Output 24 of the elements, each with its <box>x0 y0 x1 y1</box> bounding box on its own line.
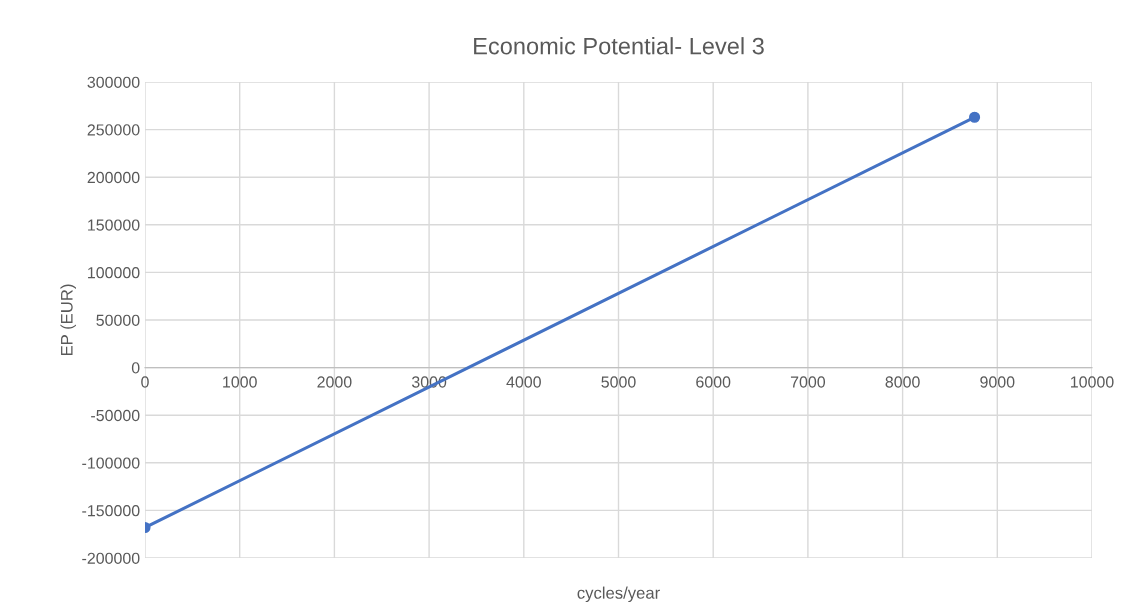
y-tick-label: -200000 <box>82 552 140 564</box>
y-tick-label: 200000 <box>87 171 140 184</box>
x-tick-label: 10000 <box>1071 376 1114 388</box>
x-tick-label: 6000 <box>696 376 731 388</box>
y-tick-label: 50000 <box>96 314 140 326</box>
chart-title: Economic Potential- Level 3 <box>474 37 764 55</box>
y-tick-label: 100000 <box>88 267 140 279</box>
y-tick-label: -50000 <box>91 409 140 422</box>
x-tick-label: 0 <box>141 376 149 388</box>
x-axis-title: cycles/year <box>577 586 660 603</box>
x-tick-label: 9000 <box>980 376 1015 388</box>
x-tick-label: 1000 <box>223 376 257 388</box>
x-tick-label: 5000 <box>601 376 636 388</box>
y-axis-title: EP (EUR) <box>60 284 76 356</box>
y-tick-label: -100000 <box>82 457 140 469</box>
y-tick-label: 0 <box>131 362 140 374</box>
x-tick-label: 2000 <box>317 376 352 388</box>
y-tick-label: 250000 <box>87 124 140 136</box>
x-tick-label: 8000 <box>885 376 920 388</box>
y-tick-label: -150000 <box>82 505 140 517</box>
y-tick-label: 150000 <box>88 219 140 231</box>
y-tick-label: 300000 <box>87 76 140 88</box>
x-tick-label: 7000 <box>790 376 826 388</box>
x-tick-label: 4000 <box>506 376 541 388</box>
